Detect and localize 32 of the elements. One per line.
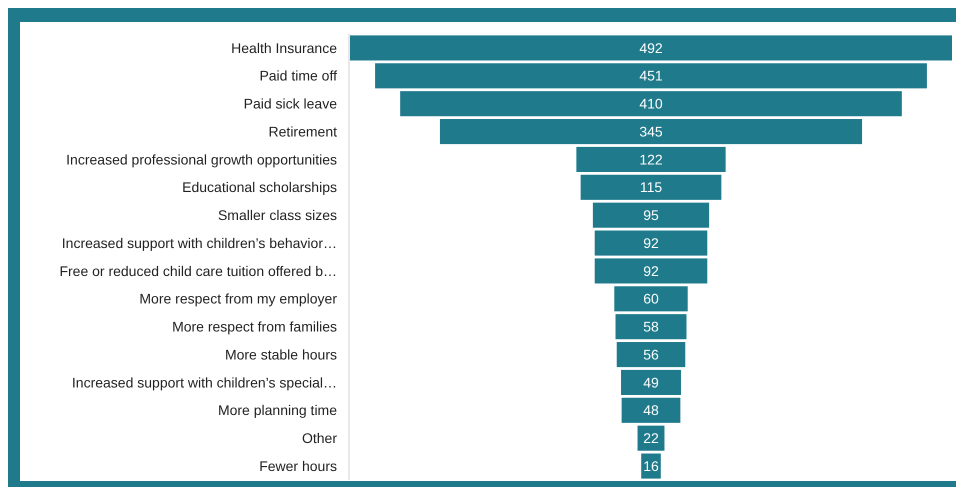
category-label: Fewer hours xyxy=(259,458,337,474)
data-label: 92 xyxy=(643,262,659,279)
data-label: 16 xyxy=(643,458,659,474)
category-label: Educational scholarships xyxy=(182,179,337,196)
category-label: More respect from families xyxy=(172,318,337,335)
data-label: 492 xyxy=(639,40,663,56)
category-label: More planning time xyxy=(218,402,338,418)
data-label: 345 xyxy=(639,123,663,140)
data-label: 451 xyxy=(639,68,663,84)
category-label: More respect from my employer xyxy=(139,290,338,307)
category-label: Free or reduced child care tuition offered b… xyxy=(59,262,337,279)
data-label: 48 xyxy=(643,402,659,418)
data-label: 115 xyxy=(640,179,662,196)
category-label: Paid sick leave xyxy=(244,96,338,112)
data-label: 60 xyxy=(643,290,659,307)
category-label: More stable hours xyxy=(224,346,337,362)
data-label: 122 xyxy=(639,151,663,168)
data-label: 95 xyxy=(643,207,659,224)
data-label: 92 xyxy=(643,234,659,251)
data-label: 410 xyxy=(639,96,663,112)
category-label: Increased support with children’s behavior… xyxy=(62,234,337,251)
category-label: Other xyxy=(302,430,338,446)
data-label: 56 xyxy=(643,346,659,362)
category-label: Increased professional growth opportunities xyxy=(66,151,337,168)
data-label: 49 xyxy=(643,374,659,390)
data-label: 22 xyxy=(643,430,659,446)
category-label: Smaller class sizes xyxy=(218,207,337,224)
category-label: Health Insurance xyxy=(231,40,338,56)
category-label: Increased support with children’s special… xyxy=(72,374,337,390)
category-label: Paid time off xyxy=(259,68,338,84)
category-label: Retirement xyxy=(268,123,338,140)
data-label: 58 xyxy=(643,318,659,335)
